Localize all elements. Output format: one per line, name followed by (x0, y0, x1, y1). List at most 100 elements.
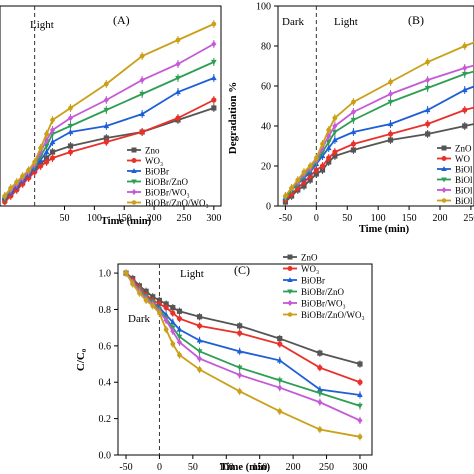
data-point (350, 147, 357, 153)
y-tick-label: 0.6 (99, 341, 112, 352)
x-axis-label: Time (min) (220, 462, 271, 473)
legend-label: BiOBr/ZnO (301, 287, 345, 297)
data-point (67, 105, 74, 111)
region-label: Dark (282, 16, 304, 28)
data-point (2, 193, 8, 199)
data-point (387, 90, 394, 98)
panel-label: (B) (408, 13, 424, 27)
legend-label: BiOBr/ZnO/WO₃ (145, 198, 209, 208)
legend-label: WO₃ (301, 264, 319, 274)
data-point (43, 131, 50, 137)
data-point (350, 129, 357, 135)
data-point (317, 350, 323, 356)
x-tick-label: 150 (402, 213, 417, 224)
data-point (317, 386, 323, 392)
y-tick-label: 60 (261, 82, 271, 93)
data-point (103, 81, 109, 87)
data-point (14, 179, 20, 185)
data-point (425, 131, 431, 137)
data-point (326, 155, 332, 161)
legend-marker (131, 147, 137, 153)
legend: ZnoWO₃BiOBrBiOBr/ZnOBiOBr/WO₃BiOBr/ZnO/W… (127, 146, 209, 208)
data-point (301, 169, 307, 175)
region-label: Dark (128, 313, 150, 325)
data-point (236, 365, 243, 371)
panel-b: -50 0 50 100 150 200 250 0 20 40 60 80 100 Dark Light (… (227, 2, 474, 235)
legend-label: ZnO (455, 144, 472, 154)
data-point (295, 177, 301, 183)
plot-frame (0, 5, 222, 207)
data-point (237, 330, 243, 336)
data-point (332, 129, 338, 135)
data-point (43, 159, 50, 165)
data-point (357, 434, 363, 440)
legend-label: BiOl (455, 186, 473, 196)
y-tick-label: 80 (261, 42, 271, 53)
plot-frame (277, 5, 474, 207)
data-point (139, 76, 145, 84)
series-biobr-zno-wo3 (282, 41, 474, 200)
data-point (357, 379, 363, 385)
x-tick-label: 200 (432, 213, 447, 224)
data-point (350, 141, 357, 147)
data-point (211, 40, 217, 48)
data-point (277, 384, 283, 391)
data-point (176, 308, 183, 314)
data-point (67, 143, 74, 149)
legend-label: BiOBr/WO₃ (145, 188, 190, 198)
data-point (277, 409, 283, 414)
plot-frame (117, 263, 373, 456)
data-point (317, 391, 323, 397)
data-point (237, 389, 243, 394)
data-point (20, 173, 26, 179)
data-point (313, 155, 319, 161)
data-point (175, 75, 181, 81)
data-point (156, 310, 163, 316)
legend-marker (441, 145, 447, 151)
data-point (236, 348, 243, 354)
data-point (196, 349, 203, 355)
data-point (170, 341, 176, 347)
data-point (237, 371, 243, 379)
x-tick-label: 200 (147, 213, 162, 224)
legend-label: BiOBr (145, 167, 169, 177)
legend-marker (287, 254, 293, 260)
data-point (103, 123, 110, 129)
y-tick-label: 1.0 (99, 269, 112, 280)
data-point (139, 111, 146, 117)
x-tick-label: 100 (219, 462, 234, 473)
data-point (424, 107, 431, 113)
legend-label: BiOBr/ZnO (145, 177, 189, 187)
x-tick-label: 250 (176, 213, 191, 224)
series-biobr-zno-wo3 (123, 269, 363, 441)
x-tick-label: 300 (352, 462, 367, 473)
legend-label: BiOBr/WO₃ (301, 299, 346, 309)
legend-marker (131, 168, 137, 173)
data-point (350, 99, 357, 105)
data-point (462, 107, 468, 113)
legend-label: Zno (145, 146, 160, 156)
data-point (332, 115, 338, 121)
data-point (462, 64, 468, 72)
legend-marker (287, 289, 293, 295)
data-point (350, 108, 357, 116)
data-point (38, 163, 44, 169)
data-point (49, 139, 56, 145)
data-point (317, 427, 323, 432)
data-point (387, 137, 394, 143)
data-point (123, 270, 129, 276)
legend-label: WO (455, 154, 470, 164)
data-point (196, 323, 203, 329)
x-tick-label: 150 (117, 213, 132, 224)
x-tick-label: 50 (342, 213, 352, 224)
data-point (326, 127, 332, 133)
data-point (325, 145, 332, 151)
x-tick-label: 300 (206, 213, 221, 224)
data-point (170, 328, 176, 335)
data-point (319, 163, 326, 169)
data-point (163, 305, 169, 311)
data-point (277, 335, 283, 342)
y-axis-label: Degradation % (227, 82, 239, 154)
data-point (170, 305, 176, 311)
